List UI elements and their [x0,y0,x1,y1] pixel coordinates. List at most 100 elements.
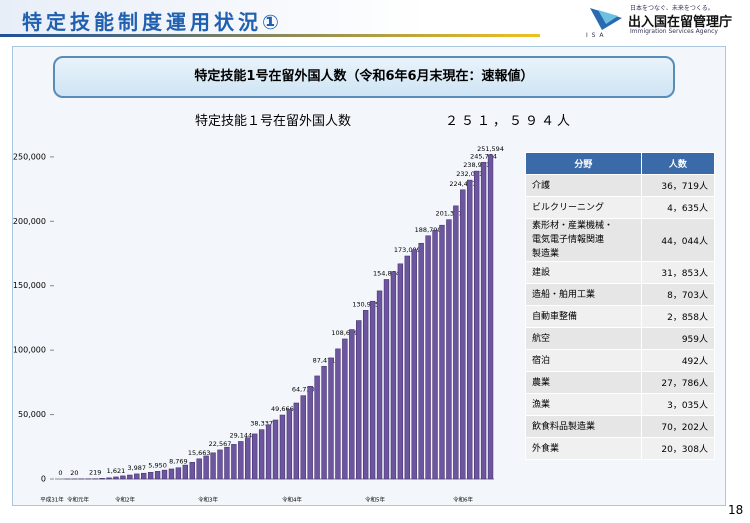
value-label: 38,337 [250,420,273,428]
bar [425,235,431,480]
bar [106,477,112,480]
y-tick-label: 250,000 [13,152,46,161]
table-field: 漁業 [525,393,642,416]
y-tick-label: 200,000 [13,217,46,226]
title-rule [0,34,540,37]
bar [487,154,494,480]
bar [272,419,279,480]
page-number: 18 [728,503,744,517]
value-label: 188,790 [415,226,442,234]
bar [252,433,258,480]
value-label: 232,001 [456,170,483,178]
table-field: 宿泊 [525,349,642,372]
value-label: 5,950 [148,461,167,469]
value-label: 15,663 [188,449,211,457]
table-field: 素形材・産業機械・ 電気電子情報関連 製造業 [525,218,642,262]
bar [328,357,334,480]
bar [293,402,299,480]
value-label: 245,784 [470,152,497,160]
bar [376,290,383,480]
bar [154,471,161,480]
bar [383,279,390,480]
bar [245,437,251,480]
bar [265,424,272,480]
value-label: 3,987 [127,464,146,472]
table-value: 36，719人 [640,174,716,197]
agency-en: Immigration Services Agency [630,28,718,35]
chart: 0 50,000 100,000 150,000 200,000 250,000 0 20 21… [13,145,504,504]
bar [168,468,175,480]
bar [161,469,168,480]
table-field: 造船・舶用工業 [525,283,642,306]
table-field: 外食業 [525,437,642,460]
value-label: 29,144 [229,431,252,439]
era-label: 令和3年 [198,496,218,504]
era-label: 令和4年 [282,496,302,504]
bar [439,224,445,480]
bar [175,467,182,480]
bar [217,449,223,480]
value-label: 108,699 [331,329,358,337]
table-field: 航空 [525,327,642,350]
value-label: 87,471 [313,356,336,364]
bar [258,429,265,480]
bar [432,230,438,480]
summary-label: 特定技能１号在留外国人数 [195,114,352,129]
bar [307,385,313,480]
bar [147,472,154,480]
bar [141,472,147,480]
bar [182,464,189,480]
title-band [0,0,430,36]
era-label: 令和元年 [67,496,90,504]
value-label: 219 [89,469,101,477]
bar [335,348,341,480]
value-label: 20 [70,469,78,477]
table-header: 分野 [525,152,642,175]
tagline: 日本をつなぐ、未来をつくる。 [630,5,714,12]
bar [480,162,487,480]
table-field: ビルクリーニング [525,196,642,219]
agency-name: 出入国在留管理庁 [628,15,733,30]
era-label: 平成31年 [40,496,64,504]
value-label: 238,981 [463,161,490,169]
table-value: 27，786人 [640,371,716,394]
bar [224,446,230,480]
value-label: 201,307 [435,210,462,218]
era-label: 令和6年 [453,496,473,504]
table: 分野 人数 介護 36，719人 ビルクリーニング 4，635人 素形材・産業機械・ 電気… [525,152,716,460]
page-title: 特定技能制度運用状況① [22,10,283,34]
bar [238,441,244,480]
bar [349,329,355,480]
table-value: 8，703人 [640,283,716,306]
era-label: 令和5年 [365,496,385,504]
bar [411,249,417,480]
value-label: 8,769 [169,458,188,466]
bar [342,338,348,480]
table-value: 44，044人 [640,218,716,262]
logo-mark: I S A [586,32,605,39]
table-value: 3，035人 [640,393,716,416]
bar [134,473,140,480]
value-label: 130,915 [352,300,379,308]
table-value: 31，853人 [640,261,716,284]
banner: 特定技能1号在留外国人数（令和6年6月末現在：速報値） [53,56,675,98]
bar [189,462,195,480]
logo-icon [590,8,622,30]
table-field: 農業 [525,371,642,394]
bar [453,205,459,480]
value-label: 173,089 [394,246,421,254]
y-tick-label: 50,000 [18,410,46,419]
value-label: 0 [58,469,62,477]
value-label: 49,666 [271,405,294,413]
bar [460,189,466,480]
table-value: 492人 [640,349,716,372]
table-field: 介護 [525,174,642,197]
bar [210,452,216,480]
table-field: 建設 [525,261,642,284]
y-tick-label: 100,000 [13,346,46,355]
bar [127,474,133,480]
bar [99,478,105,480]
bar [418,242,424,480]
value-label: 64,730 [292,386,315,394]
